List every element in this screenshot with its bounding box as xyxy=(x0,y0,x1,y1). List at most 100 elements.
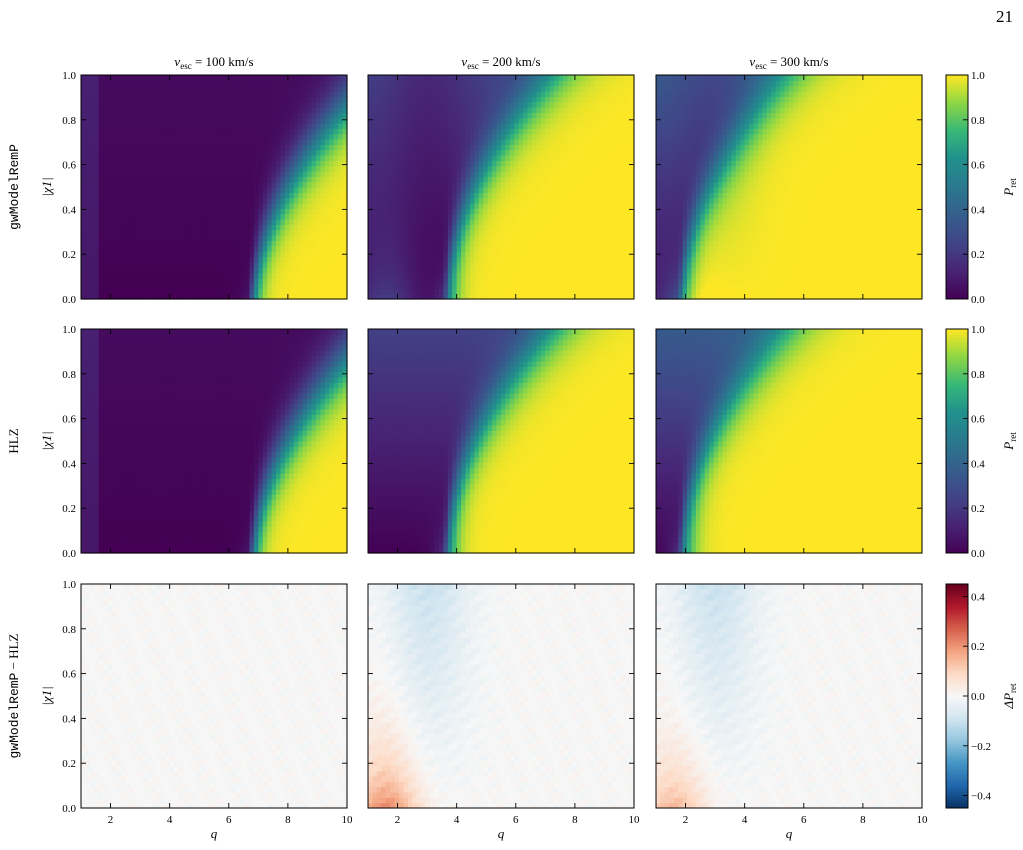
heatmap-cell xyxy=(179,75,184,81)
heatmap-cell xyxy=(170,235,175,241)
heatmap-cell xyxy=(612,251,617,257)
heatmap-cell xyxy=(545,224,550,230)
heatmap-cell xyxy=(214,240,219,246)
heatmap-cell xyxy=(108,203,113,209)
heatmap-cell xyxy=(514,267,519,273)
heatmap-cell xyxy=(245,118,250,124)
heatmap-cell xyxy=(267,198,272,204)
heatmap-cell xyxy=(377,123,382,129)
heatmap-cell xyxy=(399,235,404,241)
heatmap-cell xyxy=(232,235,237,241)
heatmap-cell xyxy=(497,107,502,113)
heatmap-cell xyxy=(281,198,286,204)
heatmap-cell xyxy=(545,214,550,220)
heatmap-cell xyxy=(590,283,595,289)
heatmap-cell xyxy=(183,251,188,257)
heatmap-cell xyxy=(325,182,330,188)
heatmap-cell xyxy=(386,208,391,214)
heatmap-cell xyxy=(417,283,422,289)
heatmap-cell xyxy=(474,166,479,172)
heatmap-cell xyxy=(174,80,179,86)
heatmap-cell xyxy=(139,139,144,145)
heatmap-cell xyxy=(121,160,126,166)
heatmap-cell xyxy=(210,272,215,278)
heatmap-cell xyxy=(572,219,577,225)
heatmap-cell xyxy=(554,203,559,209)
heatmap-cell xyxy=(510,198,515,204)
heatmap-cell xyxy=(267,230,272,236)
heatmap-cell xyxy=(192,176,197,182)
heatmap-cell xyxy=(492,267,497,273)
heatmap-cell xyxy=(249,267,254,273)
heatmap-cell xyxy=(607,187,612,193)
heatmap-cell xyxy=(550,219,555,225)
heatmap-cell xyxy=(303,288,308,294)
heatmap-cell xyxy=(148,166,153,172)
heatmap-cell xyxy=(488,123,493,129)
heatmap-cell xyxy=(501,102,506,108)
heatmap-cell xyxy=(325,283,330,289)
heatmap-cell xyxy=(294,235,299,241)
heatmap-cell xyxy=(121,150,126,156)
heatmap-cell xyxy=(426,246,431,252)
heatmap-cell xyxy=(289,246,294,252)
heatmap-cell xyxy=(187,75,192,81)
heatmap-cell xyxy=(523,176,528,182)
heatmap-cell xyxy=(130,107,135,113)
heatmap-cell xyxy=(585,160,590,166)
heatmap-cell xyxy=(152,246,157,252)
heatmap-cell xyxy=(621,235,626,241)
heatmap-cell xyxy=(395,176,400,182)
heatmap-cell xyxy=(294,251,299,257)
heatmap-cell xyxy=(116,246,121,252)
heatmap-cell xyxy=(395,182,400,188)
heatmap-cell xyxy=(294,203,299,209)
heatmap-cell xyxy=(249,91,254,97)
heatmap-cell xyxy=(563,267,568,273)
heatmap-cell xyxy=(241,128,246,134)
heatmap-cell xyxy=(403,278,408,284)
heatmap-cell xyxy=(528,272,533,278)
heatmap-cell xyxy=(187,155,192,161)
heatmap-cell xyxy=(430,272,435,278)
heatmap-cell xyxy=(417,198,422,204)
heatmap-cell xyxy=(590,86,595,92)
heatmap-cell xyxy=(249,176,254,182)
heatmap-cell xyxy=(249,288,254,294)
heatmap-cell xyxy=(201,102,206,108)
heatmap-cell xyxy=(85,192,90,198)
heatmap-cell xyxy=(372,128,377,134)
heatmap-cell xyxy=(236,283,241,289)
heatmap-cell xyxy=(403,134,408,140)
heatmap-cell xyxy=(443,278,448,284)
heatmap-cell xyxy=(125,187,130,193)
heatmap-cell xyxy=(528,166,533,172)
heatmap-cell xyxy=(395,230,400,236)
heatmap-cell xyxy=(497,240,502,246)
heatmap-cell xyxy=(479,123,484,129)
heatmap-cell xyxy=(99,251,104,257)
heatmap-cell xyxy=(258,176,263,182)
heatmap-cell xyxy=(452,128,457,134)
heatmap-cell xyxy=(196,283,201,289)
heatmap-cell xyxy=(585,203,590,209)
heatmap-cell xyxy=(210,203,215,209)
heatmap-cell xyxy=(616,91,621,97)
heatmap-cell xyxy=(285,155,290,161)
heatmap-cell xyxy=(457,251,462,257)
heatmap-cell xyxy=(381,144,386,150)
heatmap-cell xyxy=(152,171,157,177)
heatmap-cell xyxy=(196,203,201,209)
heatmap-cell xyxy=(112,230,117,236)
heatmap-cell xyxy=(501,246,506,252)
heatmap-cell xyxy=(334,160,339,166)
heatmap-cell xyxy=(125,246,130,252)
heatmap-cell xyxy=(532,144,537,150)
heatmap-cell xyxy=(470,219,475,225)
heatmap-cell xyxy=(621,230,626,236)
heatmap-cell xyxy=(466,80,471,86)
heatmap-cell xyxy=(395,187,400,193)
heatmap-cell xyxy=(187,139,192,145)
heatmap-cell xyxy=(585,283,590,289)
heatmap-cell xyxy=(612,155,617,161)
